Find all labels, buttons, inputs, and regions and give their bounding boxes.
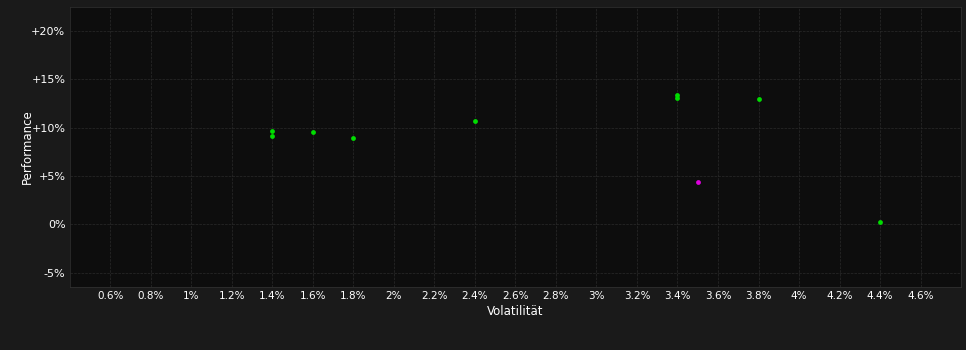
Point — [265, 128, 280, 133]
X-axis label: Volatilität: Volatilität — [487, 305, 544, 318]
Point — [872, 219, 888, 225]
Y-axis label: Performance: Performance — [20, 110, 34, 184]
Point — [669, 95, 685, 100]
Point — [468, 118, 483, 124]
Point — [305, 129, 321, 134]
Point — [346, 135, 361, 141]
Point — [690, 179, 705, 184]
Point — [751, 96, 766, 101]
Point — [265, 134, 280, 139]
Point — [669, 92, 685, 98]
